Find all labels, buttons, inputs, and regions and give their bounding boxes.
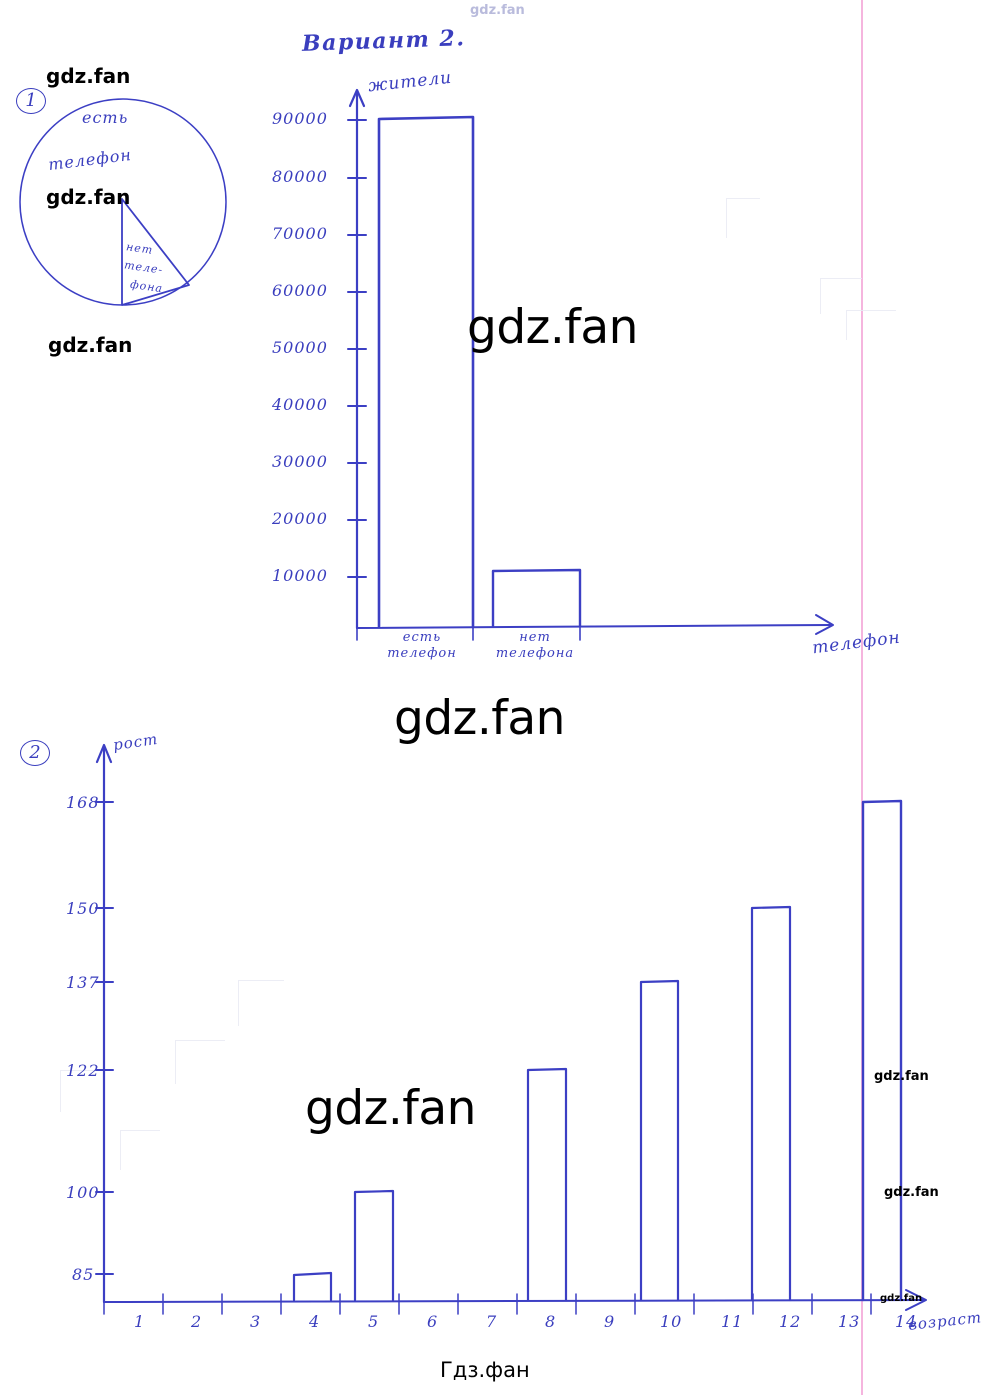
bottom-watermark: Гдз.фан bbox=[440, 1358, 530, 1382]
y-tick-label: 50000 bbox=[272, 338, 328, 357]
y-tick-label: 150 bbox=[66, 899, 100, 918]
paper-texture-mark bbox=[726, 198, 760, 238]
bar-chart-height-by-age bbox=[95, 743, 927, 1315]
paper-texture-mark bbox=[120, 1130, 160, 1170]
y-tick-label: 80000 bbox=[272, 167, 328, 186]
x-tick-label-2: 2 bbox=[191, 1312, 203, 1331]
page-title: Вариант 2. bbox=[301, 25, 466, 57]
y-tick-label: 30000 bbox=[272, 452, 328, 471]
paper-texture-mark bbox=[60, 1070, 104, 1112]
x-category-label-has-phone: есть телефон bbox=[387, 630, 457, 662]
y-tick-label: 10000 bbox=[272, 566, 328, 585]
x-tick-label-11: 11 bbox=[721, 1312, 744, 1331]
problem-number-2: 2 bbox=[20, 740, 50, 766]
y-tick-label: 137 bbox=[66, 973, 100, 992]
y-tick-label: 20000 bbox=[272, 509, 328, 528]
paper-texture-mark bbox=[238, 980, 284, 1026]
paper-texture-mark bbox=[820, 278, 862, 314]
watermark: gdz.fan bbox=[470, 3, 525, 18]
x-tick-label-13: 13 bbox=[838, 1312, 861, 1331]
pie-chart-phone-ownership bbox=[19, 98, 227, 306]
pie-label-has-phone-line1: есть bbox=[82, 108, 129, 127]
x-tick-label-5: 5 bbox=[368, 1312, 380, 1331]
x-tick-label-4: 4 bbox=[309, 1312, 321, 1331]
watermark: gdz.fan bbox=[46, 64, 131, 88]
x-tick-label-6: 6 bbox=[427, 1312, 439, 1331]
paper-texture-mark bbox=[175, 1040, 225, 1084]
watermark: gdz.fan bbox=[48, 333, 133, 357]
x-tick-label-12: 12 bbox=[779, 1312, 802, 1331]
x-tick-label-10: 10 bbox=[660, 1312, 683, 1331]
y-tick-label: 60000 bbox=[272, 281, 328, 300]
x-tick-label-1: 1 bbox=[134, 1312, 146, 1331]
x-tick-label-7: 7 bbox=[486, 1312, 498, 1331]
y-tick-label: 70000 bbox=[272, 224, 328, 243]
y-tick-label: 122 bbox=[66, 1061, 100, 1080]
x-category-label-no-phone: нет телефона bbox=[495, 630, 575, 662]
y-tick-label: 40000 bbox=[272, 395, 328, 414]
y-tick-label: 100 bbox=[66, 1183, 100, 1202]
x-tick-label-9: 9 bbox=[604, 1312, 616, 1331]
x-tick-label-8: 8 bbox=[545, 1312, 557, 1331]
y-tick-label: 85 bbox=[72, 1265, 95, 1284]
bar-chart-phone-residents bbox=[347, 88, 834, 641]
problem-number-1: 1 bbox=[16, 88, 46, 114]
y-tick-label: 90000 bbox=[272, 109, 328, 128]
x-tick-label-3: 3 bbox=[250, 1312, 262, 1331]
x-tick-label-14: 14 bbox=[895, 1312, 918, 1331]
y-tick-label: 168 bbox=[66, 793, 100, 812]
margin-rule-line bbox=[861, 0, 863, 1395]
paper-texture-mark bbox=[846, 310, 896, 340]
